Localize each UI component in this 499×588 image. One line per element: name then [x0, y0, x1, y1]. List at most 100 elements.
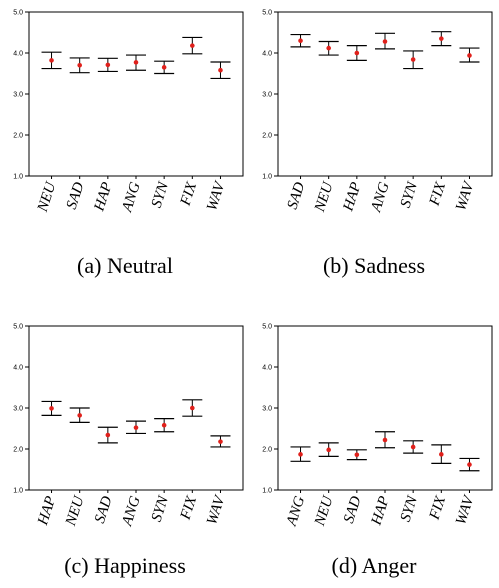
y-tick-label: 2.0 — [262, 447, 272, 454]
mean-point-wav — [218, 67, 223, 73]
mean-point-syn — [410, 57, 416, 62]
error-bar-hap — [41, 400, 62, 416]
error-bar-hap — [375, 431, 395, 449]
chart-sadness: 1.0 2.0 3.0 4.0 5.0 SAD NEU HAP ANG SYN FIX WAV — [262, 10, 493, 215]
mean-point-wav — [467, 462, 472, 467]
y-tick-label: 2.0 — [13, 133, 23, 140]
error-bar-neu — [318, 442, 339, 457]
error-bar-neu — [41, 51, 62, 70]
mean-point-neu — [326, 45, 331, 51]
mean-point-fix — [439, 452, 444, 457]
error-bar-fix — [431, 444, 452, 464]
x-tick-label-wav: WAV — [453, 493, 478, 527]
y-tick-label: 3.0 — [262, 406, 272, 413]
x-tick-label-wav: WAV — [453, 179, 478, 213]
mean-point-ang — [382, 39, 388, 44]
error-bar-sad — [97, 426, 118, 444]
x-tick-label-wav: WAV — [204, 493, 229, 527]
mean-point-hap — [382, 437, 388, 443]
mean-point-wav — [467, 53, 472, 58]
mean-point-hap — [105, 62, 111, 68]
x-tick-label-sad: SAD — [64, 180, 88, 211]
chart-panel-d: 1.0 2.0 3.0 4.0 5.0 ANG NEU SAD HAP SYN FIX WAV (d)… — [249, 314, 499, 588]
chart-anger: 1.0 2.0 3.0 4.0 5.0 ANG NEU SAD HAP SYN FIX WAV — [262, 324, 493, 529]
mean-point-neu — [326, 447, 331, 453]
x-tick-label-sad: SAD — [341, 494, 365, 525]
y-tick-label: 2.0 — [13, 447, 23, 454]
error-bar-fix — [431, 31, 452, 47]
mean-point-sad — [105, 432, 111, 438]
error-bar-ang — [375, 32, 395, 50]
error-bar-neu — [69, 407, 90, 423]
x-tick-label-ang: ANG — [368, 180, 393, 215]
mean-point-hap — [354, 50, 360, 56]
y-tick-label: 5.0 — [13, 10, 23, 17]
x-tick-label-neu: NEU — [312, 493, 337, 529]
mean-point-syn — [410, 444, 416, 450]
x-tick-label-ang: ANG — [119, 180, 144, 215]
x-tick-label-fix: FIX — [177, 494, 200, 523]
y-tick-label: 1.0 — [13, 174, 23, 181]
y-tick-label: 4.0 — [262, 51, 272, 58]
x-tick-label-syn: SYN — [398, 493, 422, 523]
error-bar-syn — [403, 440, 424, 454]
error-bar-sad — [346, 449, 367, 461]
y-tick-label: 3.0 — [13, 406, 23, 413]
error-bar-wav — [210, 435, 231, 448]
mean-point-syn — [161, 65, 167, 70]
plot-frame — [28, 325, 244, 491]
chart-panel-b: 1.0 2.0 3.0 4.0 5.0 SAD NEU HAP ANG SYN FIX WAV (b)… — [249, 0, 499, 294]
plot-frame — [277, 325, 493, 491]
error-bar-ang — [126, 420, 146, 435]
mean-point-neu — [49, 58, 54, 63]
y-tick-label: 1.0 — [262, 174, 272, 181]
error-bar-syn — [154, 60, 175, 75]
x-tick-label-sad: SAD — [92, 494, 116, 525]
mean-point-hap — [49, 406, 54, 411]
y-tick-label: 2.0 — [262, 133, 272, 140]
x-tick-label-ang: ANG — [284, 494, 309, 529]
x-tick-label-wav: WAV — [204, 179, 229, 213]
y-tick-label: 3.0 — [13, 92, 23, 99]
x-tick-label-sad: SAD — [285, 180, 309, 211]
mean-point-neu — [77, 413, 82, 418]
mean-point-sad — [354, 452, 360, 458]
error-bar-wav — [459, 47, 480, 63]
error-bar-ang — [126, 54, 146, 71]
caption-sadness: (b) Sadness — [322, 253, 426, 278]
chart-neutral: 1.0 2.0 3.0 4.0 5.0 NEU SAD HAP ANG SYN FIX WAV — [13, 10, 244, 215]
plot-frame — [28, 11, 244, 177]
error-bar-syn — [154, 418, 175, 433]
y-tick-label: 1.0 — [262, 488, 272, 495]
caption-happiness: (c) Happiness — [64, 553, 186, 578]
y-tick-label: 4.0 — [262, 365, 272, 372]
error-bar-ang — [290, 446, 311, 462]
x-tick-label-neu: NEU — [35, 179, 60, 215]
mean-point-sad — [298, 38, 303, 43]
x-tick-label-ang: ANG — [119, 494, 144, 529]
mean-point-sad — [77, 63, 82, 68]
mean-point-syn — [161, 422, 167, 428]
mean-point-fix — [190, 405, 195, 411]
x-tick-label-hap: HAP — [340, 180, 365, 214]
y-tick-label: 5.0 — [13, 324, 23, 331]
y-tick-label: 5.0 — [262, 324, 272, 331]
chart-panel-a: 1.0 2.0 3.0 4.0 5.0 NEU SAD HAP ANG SYN FIX WAV (a)… — [0, 0, 250, 294]
caption-anger: (d) Anger — [331, 553, 417, 578]
chart-happiness: 1.0 2.0 3.0 4.0 5.0 HAP NEU SAD ANG SYN FIX WAV — [13, 324, 244, 529]
mean-point-ang — [133, 60, 139, 65]
x-tick-label-neu: NEU — [312, 179, 337, 215]
mean-point-fix — [439, 36, 444, 41]
x-tick-label-syn: SYN — [398, 179, 422, 209]
error-bar-hap — [97, 57, 118, 73]
y-tick-label: 5.0 — [262, 10, 272, 17]
mean-point-wav — [218, 439, 223, 444]
error-bar-wav — [210, 61, 231, 80]
mean-point-ang — [298, 452, 303, 457]
error-bar-sad — [69, 57, 90, 74]
x-tick-label-hap: HAP — [91, 180, 116, 214]
y-tick-label: 4.0 — [13, 51, 23, 58]
error-bar-sad — [290, 33, 311, 48]
error-bar-hap — [346, 45, 367, 61]
x-tick-label-neu: NEU — [63, 493, 88, 529]
